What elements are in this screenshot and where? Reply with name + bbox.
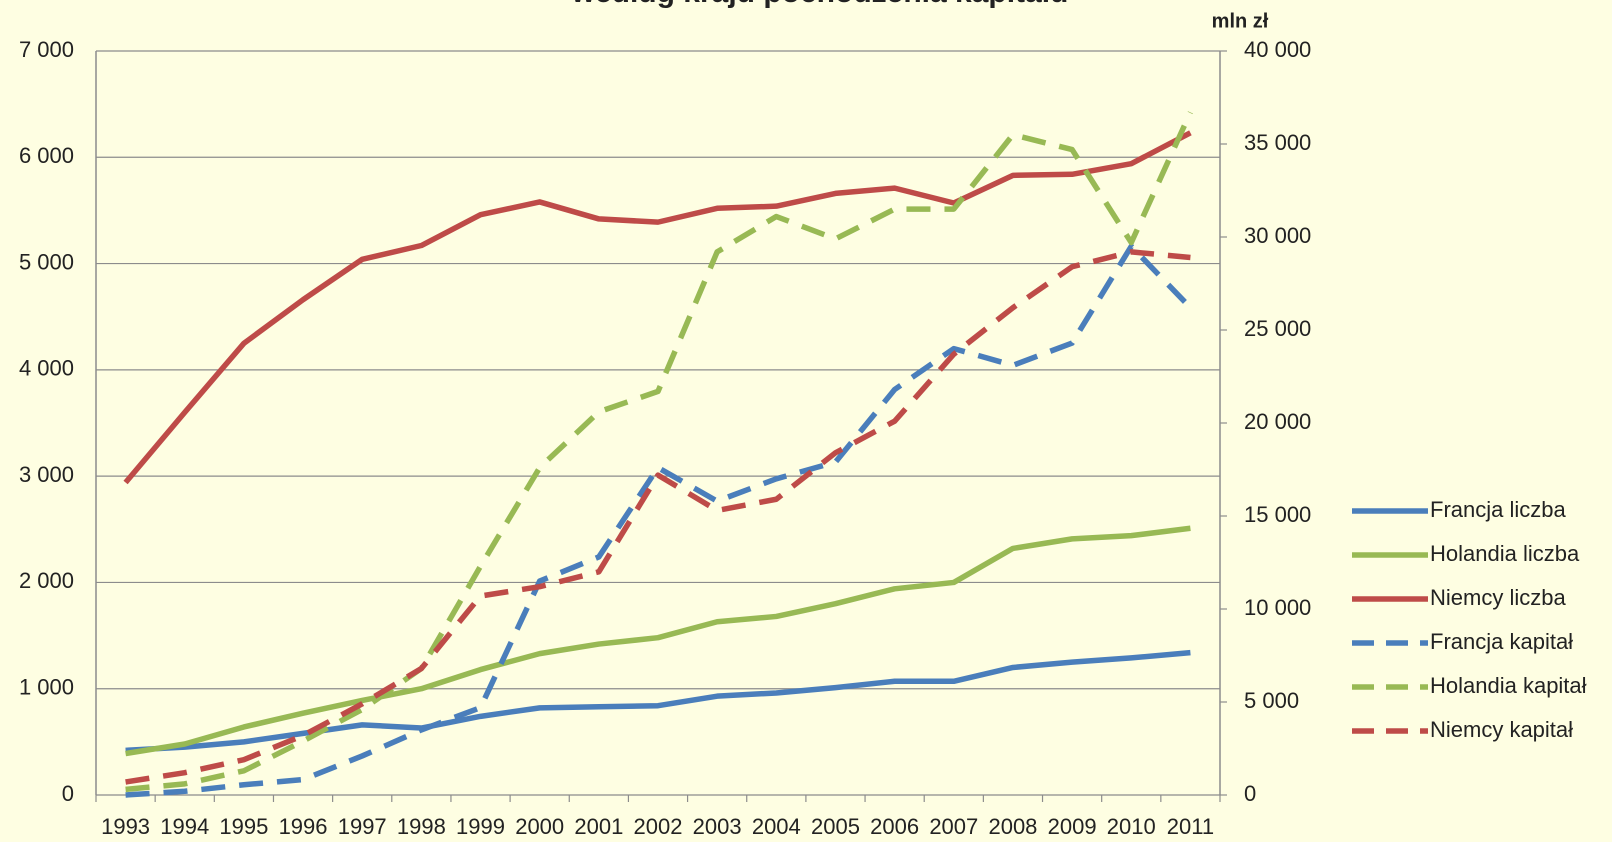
x-tick-label: 2006 bbox=[870, 814, 919, 839]
y2-tick-label: 15 000 bbox=[1244, 502, 1311, 527]
y2-tick-label: 5 000 bbox=[1244, 688, 1299, 713]
x-tick-label: 1998 bbox=[397, 814, 446, 839]
y-tick-label: 5 000 bbox=[19, 249, 74, 274]
x-tick-label: 2009 bbox=[1048, 814, 1097, 839]
x-tick-label: 2001 bbox=[574, 814, 623, 839]
series-line bbox=[123, 130, 1192, 485]
legend-label: Holandia kapitał bbox=[1430, 673, 1587, 698]
y2-tick-label: 30 000 bbox=[1244, 223, 1311, 248]
x-tick-label: 2000 bbox=[515, 814, 564, 839]
chart-title: według kraju pochodzenia kapitału bbox=[571, 0, 1069, 9]
legend-label: Holandia liczba bbox=[1430, 541, 1580, 566]
y2-axis-label: mln zł bbox=[1212, 10, 1269, 32]
x-tick-label: 1994 bbox=[160, 814, 209, 839]
x-tick-label: 2005 bbox=[811, 814, 860, 839]
x-tick-label: 1997 bbox=[338, 814, 387, 839]
y-tick-label: 0 bbox=[62, 781, 74, 806]
y-tick-label: 4 000 bbox=[19, 356, 74, 381]
y-tick-label: 1 000 bbox=[19, 675, 74, 700]
x-tick-label: 2011 bbox=[1167, 814, 1214, 839]
series-line bbox=[125, 249, 1191, 785]
x-tick-label: 1993 bbox=[101, 814, 150, 839]
x-tick-label: 2008 bbox=[988, 814, 1037, 839]
y-tick-label: 3 000 bbox=[19, 462, 74, 487]
x-tick-label: 2004 bbox=[752, 814, 801, 839]
y-tick-label: 7 000 bbox=[19, 37, 74, 62]
x-tick-label: 2002 bbox=[634, 814, 683, 839]
legend-label: Francja kapitał bbox=[1430, 629, 1573, 654]
x-tick-label: 2003 bbox=[693, 814, 742, 839]
series-line bbox=[125, 111, 1193, 793]
x-tick-label: 1995 bbox=[219, 814, 268, 839]
y2-tick-label: 35 000 bbox=[1244, 130, 1311, 155]
series-line bbox=[125, 649, 1191, 754]
legend-label: Niemcy liczba bbox=[1430, 585, 1566, 610]
y2-tick-label: 40 000 bbox=[1244, 37, 1311, 62]
y-tick-label: 6 000 bbox=[19, 143, 74, 168]
legend-label: Francja liczba bbox=[1430, 497, 1566, 522]
series-line bbox=[125, 525, 1191, 757]
series-line bbox=[125, 243, 1193, 798]
y2-tick-label: 25 000 bbox=[1244, 316, 1311, 341]
x-tick-label: 2010 bbox=[1107, 814, 1156, 839]
x-tick-label: 1999 bbox=[456, 814, 505, 839]
legend-label: Niemcy kapitał bbox=[1430, 717, 1573, 742]
y2-tick-label: 10 000 bbox=[1244, 595, 1311, 620]
y2-tick-label: 0 bbox=[1244, 781, 1256, 806]
y-tick-label: 2 000 bbox=[19, 568, 74, 593]
x-tick-label: 1996 bbox=[279, 814, 328, 839]
x-tick-label: 2007 bbox=[929, 814, 978, 839]
y2-tick-label: 20 000 bbox=[1244, 409, 1311, 434]
